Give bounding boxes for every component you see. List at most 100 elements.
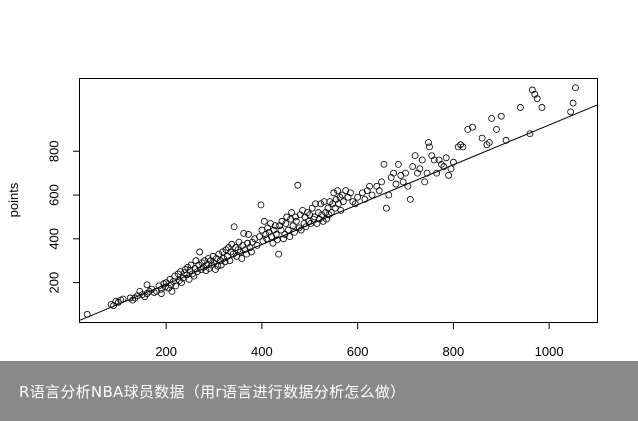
data-point	[445, 171, 453, 179]
data-point	[161, 283, 169, 291]
data-point	[430, 156, 438, 164]
data-point	[271, 222, 279, 230]
data-point	[168, 287, 176, 295]
data-point	[282, 220, 290, 227]
data-point	[272, 231, 280, 238]
data-point	[402, 169, 409, 177]
regression-line	[79, 104, 598, 321]
data-point	[416, 165, 424, 173]
data-point	[324, 204, 332, 212]
data-point	[292, 217, 300, 225]
data-point	[366, 182, 374, 190]
data-point	[297, 226, 305, 234]
data-point	[442, 154, 450, 162]
data-point	[338, 191, 346, 199]
data-point	[114, 298, 122, 306]
y-tick-label: 400	[46, 228, 61, 250]
regression-line-layer	[79, 104, 598, 321]
data-point	[289, 222, 297, 230]
data-point	[193, 268, 201, 276]
data-point	[418, 156, 426, 164]
data-point	[217, 261, 225, 269]
data-point	[228, 240, 236, 248]
data-point	[230, 223, 238, 231]
data-point	[129, 296, 137, 304]
data-point	[277, 226, 285, 234]
data-point	[325, 211, 333, 219]
data-point	[238, 255, 246, 262]
data-point	[334, 187, 341, 195]
data-point	[227, 248, 235, 256]
x-tick-label: 200	[155, 344, 177, 359]
data-point	[336, 193, 344, 201]
data-point	[303, 209, 311, 216]
x-tick-label: 600	[347, 344, 369, 359]
data-point	[380, 160, 388, 168]
data-point	[185, 275, 193, 283]
data-point	[288, 209, 295, 216]
data-point	[131, 294, 139, 302]
data-point	[221, 258, 229, 266]
data-point	[215, 250, 223, 258]
data-point	[260, 217, 268, 225]
data-point	[339, 198, 347, 205]
data-point	[275, 250, 283, 258]
data-point	[469, 123, 476, 131]
data-point	[294, 181, 302, 189]
data-point	[394, 160, 402, 168]
data-point	[157, 290, 165, 297]
data-point	[517, 104, 524, 111]
points-layer	[83, 84, 579, 318]
data-point	[497, 112, 505, 120]
data-point	[351, 200, 359, 208]
data-point	[331, 204, 339, 212]
data-point	[174, 270, 182, 278]
data-point	[411, 152, 419, 160]
data-point	[196, 248, 204, 256]
data-point	[493, 125, 500, 133]
caption-bar: R语言分析NBA球员数据（用r语言进行数据分析怎么做）	[0, 361, 638, 421]
data-point	[390, 169, 397, 177]
data-point	[312, 200, 319, 208]
data-point	[457, 141, 464, 149]
data-point	[278, 217, 286, 225]
data-point	[409, 163, 417, 170]
data-point	[219, 248, 227, 256]
data-point	[314, 209, 322, 216]
data-point	[438, 160, 445, 168]
data-point	[257, 201, 265, 209]
data-point	[478, 134, 486, 142]
data-point	[172, 282, 180, 290]
data-point	[567, 108, 575, 116]
data-point	[192, 257, 200, 265]
data-point	[375, 187, 383, 195]
data-point	[220, 255, 228, 262]
data-point	[319, 217, 327, 225]
data-point	[569, 99, 577, 107]
data-point	[283, 213, 291, 221]
data-point	[138, 291, 146, 299]
data-point	[246, 244, 254, 251]
data-point	[178, 279, 185, 286]
data-point	[382, 204, 390, 212]
data-point	[258, 226, 266, 234]
data-point	[485, 139, 493, 146]
data-point	[347, 189, 354, 197]
data-point	[256, 233, 263, 241]
data-point	[234, 246, 242, 254]
data-point	[392, 180, 400, 188]
data-point	[354, 193, 362, 201]
data-point	[245, 231, 252, 238]
caption-text: R语言分析NBA球员数据（用r语言进行数据分析怎么做）	[19, 382, 406, 401]
data-point	[426, 143, 433, 151]
data-point	[209, 252, 217, 260]
data-point	[262, 231, 270, 238]
data-point	[406, 196, 414, 203]
data-point	[197, 266, 205, 273]
data-point	[488, 115, 496, 122]
data-point	[399, 178, 407, 186]
data-point	[286, 233, 294, 241]
data-point	[317, 200, 325, 208]
data-point	[146, 287, 153, 295]
